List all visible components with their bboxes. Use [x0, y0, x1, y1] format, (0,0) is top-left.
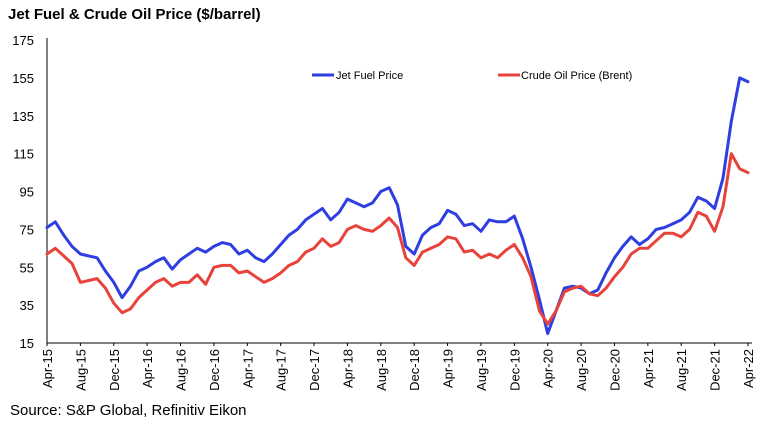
x-tick-label: Apr-21 [641, 349, 656, 388]
x-tick-label: Aug-17 [274, 349, 289, 391]
x-tick-label: Aug-21 [674, 349, 689, 391]
legend-label-jet-fuel: Jet Fuel Price [336, 70, 403, 82]
x-tick-label: Aug-15 [73, 349, 88, 391]
x-tick-label: Dec-18 [407, 349, 422, 391]
x-tick-label: Aug-19 [474, 349, 489, 391]
y-tick-label: 15 [20, 336, 34, 351]
series-line-jet-fuel [45, 76, 750, 335]
legend: Jet Fuel Price Crude Oil Price (Brent) [312, 70, 632, 82]
x-tick-label: Aug-16 [174, 349, 189, 391]
y-tick-label: 115 [13, 147, 34, 162]
chart-title: Jet Fuel & Crude Oil Price ($/barrel) [8, 6, 261, 23]
y-tick-label: 175 [12, 33, 34, 48]
axes: 15 35 55 75 95 115 135 155 175 Apr-15 Aug-15 Dec-15… [12, 33, 756, 391]
y-tick-label: 95 [20, 185, 34, 200]
y-tick-label: 55 [20, 260, 34, 275]
x-tick-label: Aug-20 [574, 349, 589, 391]
legend-label-crude-oil: Crude Oil Price (Brent) [521, 70, 632, 82]
x-tick-label: Dec-21 [708, 349, 723, 391]
x-tick-label: Apr-20 [541, 349, 556, 388]
x-tick-label: Apr-16 [140, 349, 155, 388]
x-tick-label: Apr-17 [240, 349, 255, 388]
x-tick-label: Apr-15 [40, 349, 55, 388]
y-tick-label: 35 [20, 298, 34, 313]
y-tick-label: 75 [20, 222, 34, 237]
chart-source: Source: S&P Global, Refinitiv Eikon [10, 402, 247, 419]
x-tick-label: Apr-18 [340, 349, 355, 388]
x-tick-label: Aug-18 [374, 349, 389, 391]
y-tick-label: 135 [12, 109, 34, 124]
x-tick-label: Apr-19 [441, 349, 456, 388]
x-tick-label: Apr-22 [741, 349, 756, 388]
y-tick-label: 155 [12, 71, 34, 86]
x-tick-label: Dec-17 [307, 349, 322, 391]
x-tick-label: Dec-16 [207, 349, 222, 391]
x-tick-label: Dec-15 [107, 349, 122, 391]
x-tick-label: Dec-20 [607, 349, 622, 391]
series-lines [45, 76, 750, 335]
x-tick-label: Dec-19 [507, 349, 522, 391]
series-line-crude-oil [45, 152, 750, 326]
